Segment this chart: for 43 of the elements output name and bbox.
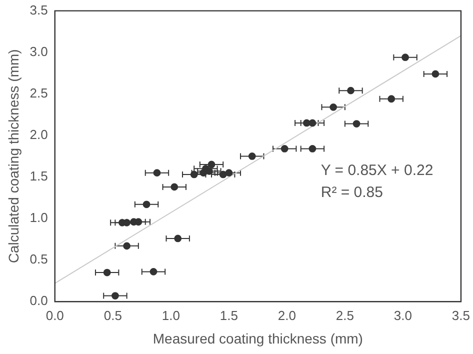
- point: [388, 95, 396, 103]
- point: [352, 120, 360, 128]
- y-tick-label: 0.0: [30, 293, 48, 308]
- y-tick-label: 2.5: [30, 85, 48, 100]
- point: [432, 70, 440, 78]
- point: [170, 183, 178, 191]
- point: [153, 169, 161, 177]
- x-tick-label: 3.5: [452, 308, 470, 323]
- point: [190, 170, 198, 178]
- annotation: R² = 0.85: [320, 184, 383, 202]
- point: [142, 200, 150, 208]
- point: [402, 54, 409, 62]
- y-tick-label: 1.0: [30, 210, 48, 226]
- y-tick-label: 3.5: [30, 2, 48, 18]
- point: [280, 145, 288, 152]
- y-tick-label: 0.5: [30, 252, 48, 267]
- point: [208, 160, 216, 168]
- x-tick-label: 1.0: [162, 308, 180, 323]
- point: [225, 169, 233, 177]
- point: [123, 242, 131, 250]
- point: [123, 218, 131, 226]
- x-tick-label: 2.5: [336, 308, 354, 323]
- y-tick-label: 3.0: [30, 44, 48, 59]
- x-tick-label: 2.0: [278, 308, 296, 323]
- annotation: Y = 0.85X + 0.22: [320, 162, 434, 180]
- x-tick-label: 3.0: [394, 308, 412, 323]
- point: [248, 152, 256, 160]
- x-tick-label: 1.5: [220, 308, 238, 323]
- point: [308, 145, 316, 152]
- x-tick-label: 0.0: [46, 308, 64, 323]
- point: [112, 292, 119, 300]
- y-tick-label: 2.0: [30, 127, 48, 142]
- point: [174, 234, 182, 242]
- y-tick-label: 1.5: [30, 168, 48, 184]
- point: [330, 103, 338, 111]
- x-tick-label: 0.5: [104, 308, 122, 323]
- x-axis-title: Measured coating thickness (mm): [152, 330, 363, 346]
- point: [347, 86, 354, 94]
- y-axis-title: Calculated coating thickness (mm): [5, 49, 22, 264]
- point: [103, 268, 111, 276]
- point: [219, 170, 227, 178]
- point: [150, 268, 158, 276]
- point: [308, 119, 316, 127]
